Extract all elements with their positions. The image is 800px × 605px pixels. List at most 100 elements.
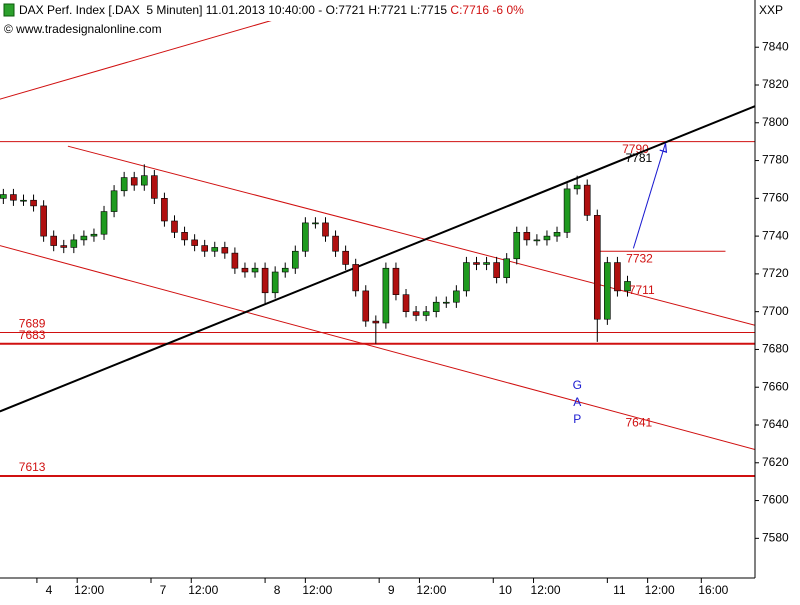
candle-body [463,262,470,292]
x-tick-label: 9 [388,583,395,597]
candle-body [322,222,329,237]
level-label: 7683 [19,328,46,342]
candle-body [281,267,289,273]
candle-body [30,199,37,207]
x-tick-label: 12:00 [74,583,104,597]
candle-body [533,239,541,242]
trend-line [67,145,755,326]
level-label: 7732 [626,251,653,265]
y-tick-label: 7600 [762,493,789,507]
candle-body [543,235,551,241]
candle-body [453,290,460,303]
candle-body [221,247,229,254]
candle-body [473,262,480,265]
level-label: 7689 [19,317,46,331]
x-tick-label: 4 [46,583,53,597]
candle-body [402,294,410,312]
x-tick-label: 12:00 [188,583,218,597]
source: © www.tradesignalonline.com [4,22,162,36]
candle-body [553,232,561,237]
candle-body [614,262,621,292]
x-tick-label: 7 [160,583,167,597]
candle-body [523,232,531,241]
candle-body [120,177,128,192]
candle-body [493,262,500,278]
x-tick-label: 12:00 [531,583,561,597]
candle-body [181,232,188,241]
candle-body [503,258,510,278]
candle-body [352,264,359,292]
price-label: 7641 [625,415,652,429]
candle-body [251,267,259,273]
candle-body [151,175,158,199]
candle-body [412,311,420,316]
candle-body [261,267,269,294]
y-tick-label: 7720 [762,266,789,280]
price-label: 7711 [629,283,655,297]
candle-body [422,311,430,316]
candle-body [241,267,249,273]
candle-body [100,211,108,235]
level-label: 7613 [19,460,46,474]
candle-body [362,290,370,322]
gap-label: GAP [570,378,584,429]
candle-body [201,245,208,252]
candle-body [191,239,198,246]
candle-body [302,222,309,252]
trend-line [0,245,755,451]
x-tick-label: 10 [499,583,513,597]
candle-body [231,252,239,269]
candle-body [10,194,17,201]
candle-body [624,281,631,292]
symbol: XXP [759,3,783,17]
y-tick-label: 7760 [762,191,789,205]
arrow-shaft [632,143,666,249]
x-tick-label: 11 [613,583,626,597]
candle-body [291,250,299,269]
y-tick-label: 7800 [762,115,789,129]
title-background [0,0,575,21]
x-tick-label: 12:00 [645,583,675,597]
candle-body [312,222,319,225]
candle-body [392,267,400,295]
price-label: 7781 [625,151,652,165]
chart-title: DAX Perf. Index [.DAX 5 Minuten] 11.01.2… [19,3,524,17]
candle-body [20,199,27,202]
trend-line [0,105,755,413]
candle-body [130,177,138,186]
y-tick-label: 7640 [762,417,789,431]
x-tick-label: 8 [274,583,281,597]
candle-body [110,190,118,212]
candle-body [483,262,490,265]
y-tick-label: 7580 [762,531,789,545]
candle-body [171,220,178,233]
y-tick-label: 7660 [762,379,789,393]
candle-body [442,301,450,304]
candle-body [161,198,168,222]
y-tick-label: 7620 [762,455,789,469]
trend-line [0,14,291,100]
y-tick-label: 7820 [762,77,789,91]
y-tick-label: 7680 [762,342,789,356]
candle-body [604,262,611,320]
candle-body [140,175,148,186]
candle-body [583,184,591,216]
candle-body [563,188,571,233]
candle-body [432,301,440,312]
candle-body [80,235,88,241]
title-main: DAX Perf. Index [.DAX 5 Minuten] 11.01.2… [19,3,447,17]
candle-body [593,215,601,320]
x-tick-label: 16:00 [698,583,728,597]
candle-body [0,194,7,199]
candle-body [332,235,339,252]
candle-body [573,184,581,190]
candle-body [40,205,47,237]
axes: 7580 7600 7620 7640 7660 7680 7700 7720 7740 7760… [36,39,789,597]
candle-body [271,271,279,294]
candle-body [342,250,349,265]
candle-body [90,233,98,237]
x-tick-label: 12:00 [416,583,446,597]
